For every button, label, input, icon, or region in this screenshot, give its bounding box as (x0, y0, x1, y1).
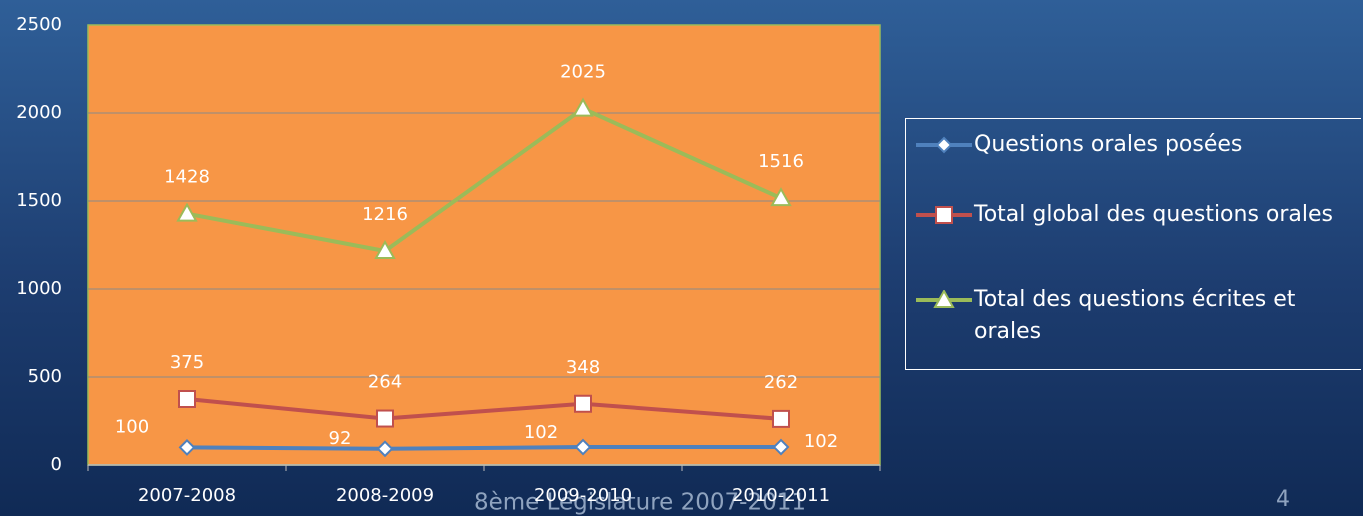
marker (374, 239, 396, 259)
legend: Questions orales posées Total global des … (905, 118, 1361, 370)
series-line (186, 106, 782, 254)
x-tick-label: 2007-2008 (138, 485, 236, 506)
data-label: 102 (524, 422, 558, 443)
data-label: 92 (329, 428, 352, 449)
y-tick-label: 2500 (16, 14, 62, 35)
marker (178, 390, 196, 408)
legend-entry: Questions orales posées (914, 129, 1334, 161)
marker (772, 438, 790, 456)
legend-icon (916, 136, 972, 154)
series-line (186, 397, 782, 421)
plot-area (87, 24, 881, 466)
marker (572, 97, 594, 117)
data-label: 1216 (362, 204, 408, 225)
y-tick-label: 1000 (16, 278, 62, 299)
data-label: 262 (764, 372, 798, 393)
legend-entry: Total global des questions orales (914, 199, 1334, 231)
data-label: 2025 (560, 62, 606, 83)
legend-label: Questions orales posées (974, 132, 1243, 157)
marker (770, 187, 792, 207)
marker (772, 409, 790, 428)
marker (178, 438, 196, 456)
data-label: 102 (804, 431, 838, 452)
footer: 8ème Législature 2007-2011 (474, 490, 806, 516)
marker (176, 202, 198, 222)
slide-number: 4 (1276, 487, 1290, 512)
y-tick-label: 500 (28, 366, 62, 387)
marker (935, 206, 953, 224)
y-tick-label: 2000 (16, 102, 62, 123)
x-tick-label: 2009-2010 (534, 485, 632, 506)
legend-label: Total des questions écrites et orales (974, 287, 1296, 344)
data-label: 100 (115, 416, 149, 437)
marker (574, 394, 592, 413)
legend-entry: Total des questions écrites et orales (914, 284, 1334, 348)
data-label: 348 (566, 357, 600, 378)
x-tick-label: 2008-2009 (336, 485, 434, 506)
marker (933, 290, 955, 308)
data-label: 1516 (758, 151, 804, 172)
marker (376, 409, 394, 428)
y-tick-label: 1500 (16, 190, 62, 211)
data-label: 375 (170, 352, 204, 373)
data-label: 264 (368, 372, 402, 393)
legend-label: Total global des questions orales (974, 202, 1334, 227)
data-label: 1428 (164, 167, 210, 188)
marker (574, 438, 592, 456)
legend-icon (916, 206, 972, 224)
marker (376, 440, 394, 458)
y-tick-label: 0 (51, 454, 62, 475)
legend-icon (916, 290, 972, 308)
series-line (186, 445, 781, 451)
x-tick-label: 2010-2011 (732, 485, 830, 506)
marker (935, 136, 953, 154)
